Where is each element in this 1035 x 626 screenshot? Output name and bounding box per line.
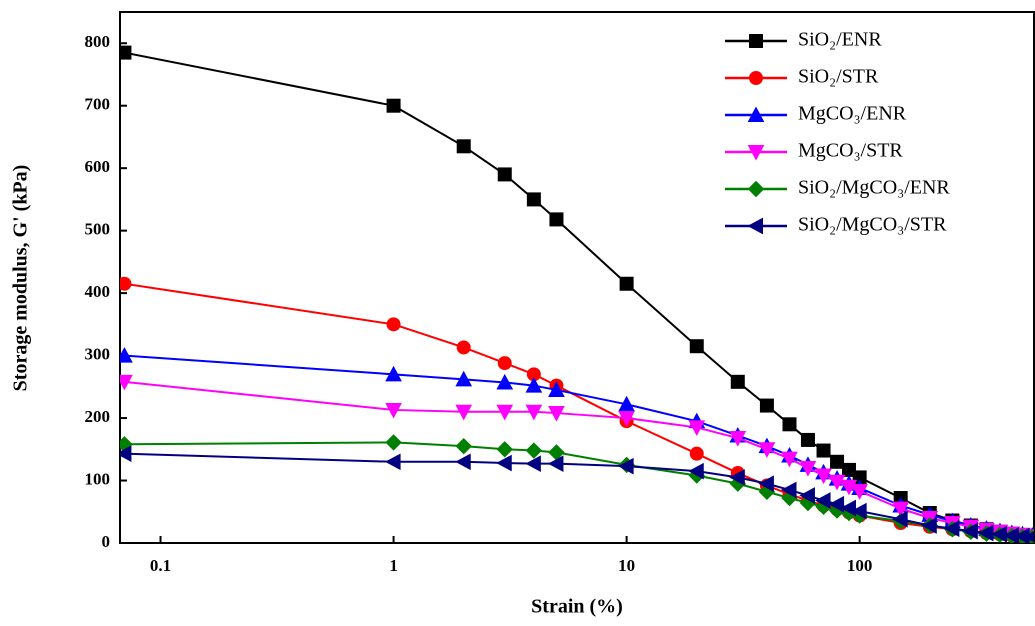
marker — [731, 375, 744, 388]
y-tick-label: 400 — [85, 282, 111, 301]
y-tick-label: 800 — [85, 32, 111, 51]
y-tick-label: 600 — [85, 157, 111, 176]
y-tick-label: 0 — [102, 532, 111, 551]
marker — [690, 447, 703, 460]
legend-label: MgCO₃/ENR — [798, 103, 907, 125]
x-tick-label: 100 — [847, 556, 873, 575]
chart: Strain (%) Storage modulus, G' (kPa) 010… — [0, 0, 1035, 626]
marker — [550, 213, 563, 226]
marker — [527, 193, 540, 206]
marker — [690, 340, 703, 353]
legend-label: SiO₂/ENR — [798, 29, 882, 51]
background — [0, 0, 1035, 626]
marker — [801, 433, 814, 446]
x-tick-label: 10 — [618, 556, 635, 575]
y-tick-label: 700 — [85, 95, 111, 114]
marker — [817, 444, 830, 457]
y-axis-label: Storage modulus, G' (kPa) — [10, 165, 32, 392]
y-tick-label: 100 — [85, 469, 111, 488]
marker — [620, 277, 633, 290]
marker — [457, 140, 470, 153]
legend-label: SiO₂/STR — [798, 66, 879, 88]
marker — [498, 168, 511, 181]
y-tick-label: 500 — [85, 220, 111, 239]
x-tick-label: 0.1 — [150, 556, 171, 575]
marker — [831, 455, 844, 468]
legend-label: SiO₂/MgCO₃/ENR — [798, 177, 950, 199]
legend-label: SiO₂/MgCO₃/STR — [798, 214, 947, 236]
marker — [783, 418, 796, 431]
y-tick-label: 300 — [85, 344, 111, 363]
marker — [760, 399, 773, 412]
x-axis-label: Strain (%) — [531, 596, 623, 618]
legend-marker — [750, 35, 763, 48]
legend-label: MgCO₃/STR — [798, 140, 903, 162]
marker — [387, 99, 400, 112]
x-tick-label: 1 — [389, 556, 398, 575]
marker — [387, 318, 400, 331]
marker — [457, 341, 470, 354]
y-tick-label: 200 — [85, 407, 111, 426]
legend-marker — [750, 72, 763, 85]
marker — [498, 357, 511, 370]
